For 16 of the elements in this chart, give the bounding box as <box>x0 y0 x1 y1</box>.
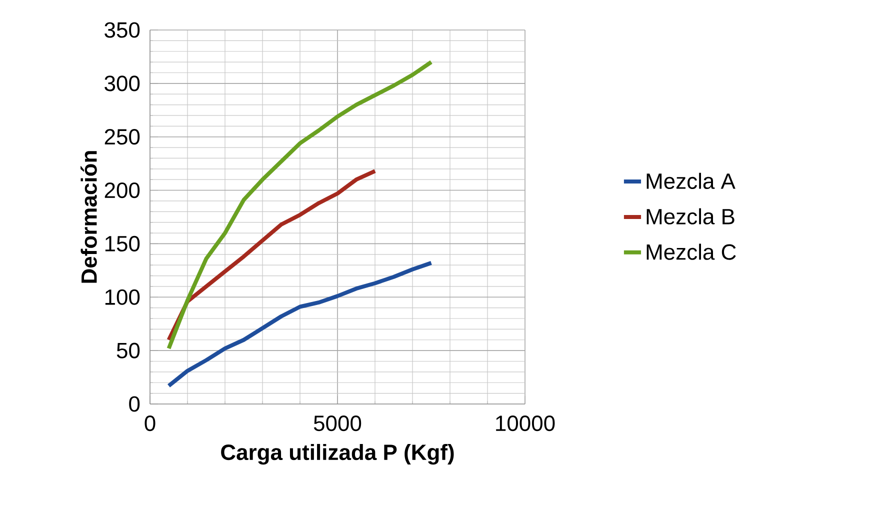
y-tick-label: 100 <box>105 289 140 305</box>
y-tick-label: 50 <box>116 342 140 358</box>
y-tick-label: 250 <box>104 129 140 145</box>
y-tick-label: 350 <box>104 22 140 38</box>
x-tick-label: 10000 <box>496 416 555 432</box>
x-axis-title: Carga utilizada P (Kgf) <box>221 444 454 465</box>
x-tick-label: 5000 <box>314 416 362 432</box>
y-tick-label: 300 <box>104 76 140 92</box>
legend-label: Mezcla B <box>646 208 734 224</box>
y-tick-label: 200 <box>104 182 140 198</box>
y-axis-title: Deformación <box>80 151 97 283</box>
legend-label: Mezcla C <box>646 244 736 260</box>
y-tick-label: 150 <box>105 236 140 252</box>
y-tick-label: 0 <box>129 396 140 412</box>
legend-label: Mezcla A <box>646 172 736 189</box>
x-tick-label: 0 <box>144 416 156 432</box>
